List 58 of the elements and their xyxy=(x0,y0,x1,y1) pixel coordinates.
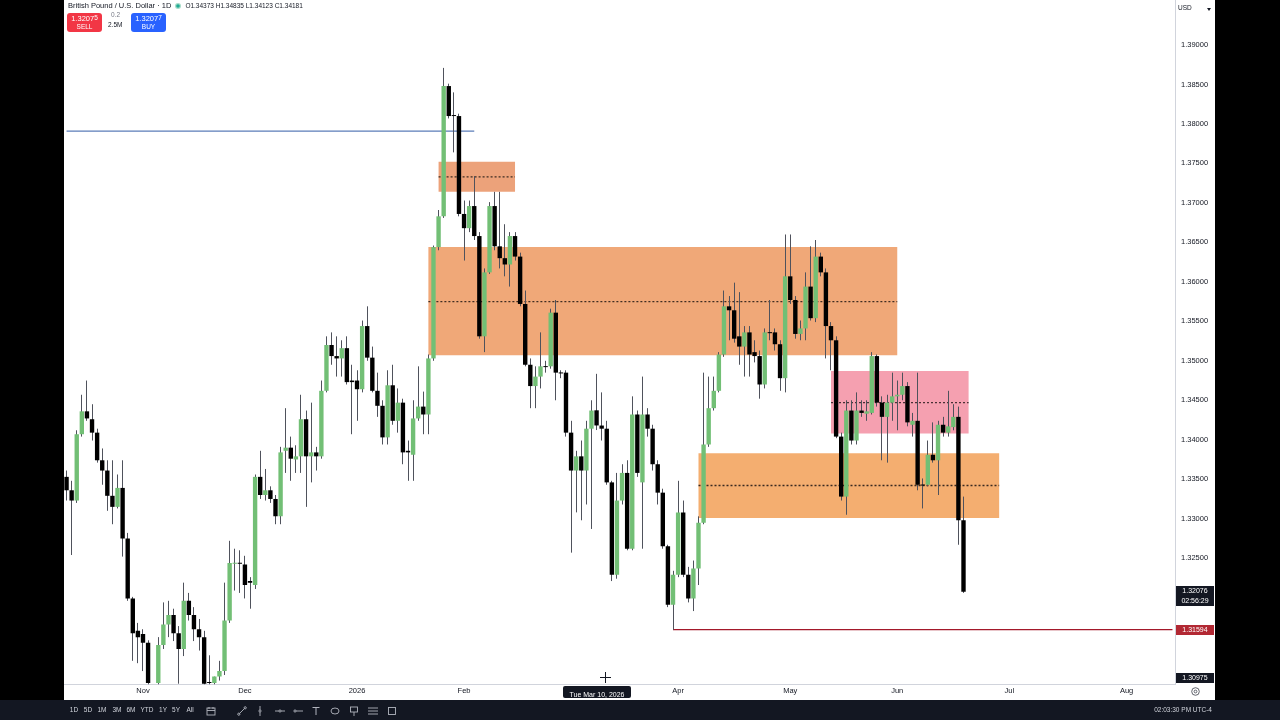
candlestick xyxy=(171,608,176,642)
candlestick xyxy=(100,447,105,486)
candlestick xyxy=(889,372,895,422)
candlestick xyxy=(375,372,380,418)
candlestick xyxy=(237,549,243,594)
candlestick xyxy=(314,446,319,472)
candlestick xyxy=(772,327,778,352)
candlestick xyxy=(288,436,293,482)
candlestick xyxy=(767,299,773,341)
candlestick xyxy=(283,407,288,474)
candlestick xyxy=(334,335,339,378)
candlestick xyxy=(599,391,604,442)
candlestick xyxy=(512,231,518,262)
candlestick xyxy=(395,387,400,434)
candlestick xyxy=(920,477,925,509)
candlestick xyxy=(242,555,248,599)
candlestick xyxy=(589,399,594,530)
candlestick xyxy=(645,407,650,438)
candlestick xyxy=(879,395,885,461)
candlestick xyxy=(196,618,202,652)
candlestick xyxy=(533,365,538,409)
candlestick xyxy=(79,394,85,438)
candlestick xyxy=(726,295,732,341)
candlestick xyxy=(329,331,334,366)
candlestick xyxy=(191,606,197,642)
candlestick xyxy=(89,403,95,442)
candlestick xyxy=(186,592,192,622)
candlestick xyxy=(110,459,115,525)
candlestick xyxy=(217,660,222,682)
candlestick xyxy=(910,412,915,438)
candlestick xyxy=(788,233,793,305)
candlestick xyxy=(69,480,74,556)
candlestick xyxy=(166,600,171,638)
candlestick xyxy=(798,320,803,341)
candlestick xyxy=(161,601,166,650)
candlestick xyxy=(543,360,548,374)
candlestick xyxy=(579,440,584,521)
candlestick xyxy=(573,450,579,513)
candlestick xyxy=(84,380,90,422)
candlestick xyxy=(497,191,502,269)
candlestick xyxy=(538,331,543,389)
candlestick xyxy=(900,372,905,401)
candlestick xyxy=(742,325,747,378)
candlestick xyxy=(115,473,120,509)
candlestick xyxy=(466,200,472,233)
candlestick xyxy=(461,200,467,262)
candlestick xyxy=(528,357,533,409)
candlestick xyxy=(273,494,278,525)
candlestick xyxy=(140,628,146,672)
candlestick xyxy=(308,402,314,483)
candlestick xyxy=(884,394,890,464)
candlestick xyxy=(263,468,268,502)
candlestick xyxy=(176,625,181,685)
candlestick xyxy=(258,450,263,500)
candlestick xyxy=(594,373,599,431)
candlestick xyxy=(940,416,946,438)
candlestick xyxy=(828,321,834,371)
candlestick xyxy=(64,470,69,502)
